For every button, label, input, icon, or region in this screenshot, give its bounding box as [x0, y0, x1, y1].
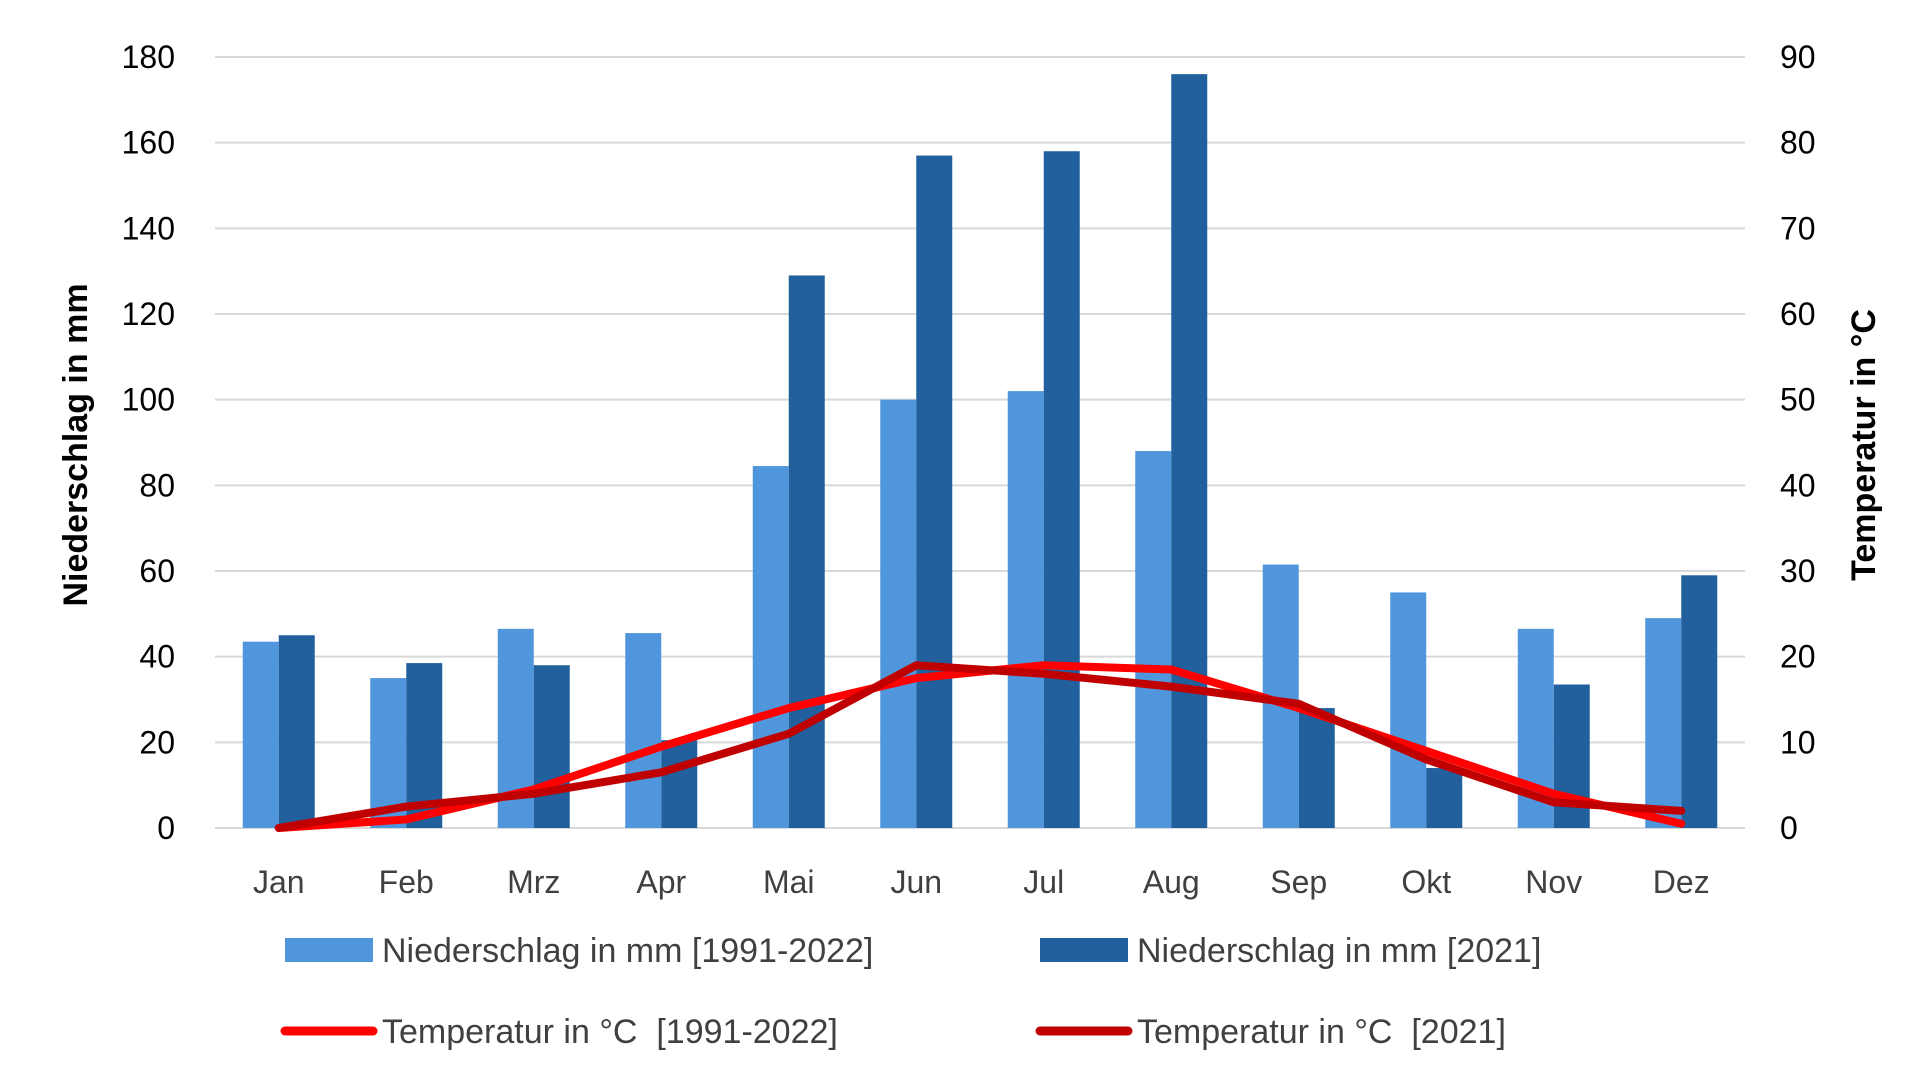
temperature-lines	[274, 661, 1686, 832]
legend: Niederschlag in mm [1991-2022] Niedersch…	[280, 932, 1541, 1051]
bar-precip-2021	[1171, 74, 1208, 829]
gridlines	[215, 56, 1745, 829]
y-tick-label-left: 20	[139, 724, 175, 760]
bar-precip-2021	[278, 635, 315, 828]
y-tick-label-right: 20	[1780, 639, 1816, 675]
x-tick-label: Jul	[1023, 864, 1064, 900]
bar-precip-2021	[788, 275, 825, 828]
legend-swatch-precip-1991-2022	[285, 938, 373, 962]
bar-precip-2021	[1043, 151, 1080, 828]
legend-item-temp-2021: Temperatur in °C [2021]	[1035, 1013, 1506, 1051]
legend-label-temp-1991-2022: Temperatur in °C [1991-2022]	[382, 1013, 838, 1051]
bar-precip-2021	[661, 740, 698, 828]
y-tick-label-left: 80	[139, 467, 175, 503]
y-tick-label-right: 40	[1780, 467, 1816, 503]
legend-swatch-precip-2021	[1040, 938, 1128, 962]
x-tick-label: Okt	[1401, 864, 1451, 900]
legend-item-precip-1991-2022: Niederschlag in mm [1991-2022]	[285, 932, 873, 970]
y-tick-label-right: 80	[1780, 125, 1816, 161]
bar-precip-2021	[916, 155, 953, 828]
bar-precip-1991-2022	[242, 641, 279, 828]
bar-precip-2021	[1298, 708, 1335, 828]
y-tick-label-right: 70	[1780, 210, 1816, 246]
y-tick-label-right: 90	[1780, 39, 1816, 75]
y-tick-label-right: 10	[1780, 724, 1816, 760]
y-tick-label-left: 180	[122, 39, 175, 75]
bar-precip-2021	[533, 665, 570, 828]
bar-precip-1991-2022	[370, 678, 407, 828]
x-tick-label: Aug	[1143, 864, 1200, 900]
y-axis-title-right: Temperatur in °C	[1845, 309, 1883, 581]
x-tick-label: Jun	[890, 864, 942, 900]
bar-precip-1991-2022	[880, 399, 917, 828]
y-tick-label-right: 0	[1780, 810, 1798, 846]
legend-label-precip-2021: Niederschlag in mm [2021]	[1137, 932, 1541, 970]
bar-precip-1991-2022	[1390, 592, 1427, 828]
y-tick-label-left: 120	[122, 296, 175, 332]
y-tick-label-left: 140	[122, 210, 175, 246]
legend-label-precip-1991-2022: Niederschlag in mm [1991-2022]	[382, 932, 873, 970]
bar-precip-1991-2022	[752, 466, 789, 828]
bar-precip-1991-2022	[625, 633, 662, 828]
legend-label-temp-2021: Temperatur in °C [2021]	[1137, 1013, 1506, 1051]
y-tick-label-right: 30	[1780, 553, 1816, 589]
x-tick-label: Sep	[1270, 864, 1327, 900]
legend-item-temp-1991-2022: Temperatur in °C [1991-2022]	[280, 1013, 838, 1051]
y-tick-label-left: 0	[157, 810, 175, 846]
x-tick-label: Feb	[379, 864, 434, 900]
y-tick-label-left: 60	[139, 553, 175, 589]
y-tick-label-left: 160	[122, 125, 175, 161]
y-tick-label-left: 40	[139, 639, 175, 675]
line-temp-1991-2022	[274, 661, 1686, 832]
bar-precip-1991-2022	[1645, 618, 1682, 828]
bar-precip-2021	[1681, 575, 1718, 828]
bar-precip-1991-2022	[1135, 451, 1172, 828]
x-tick-label: Mrz	[507, 864, 560, 900]
bar-precip-2021	[1426, 768, 1463, 828]
bar-precip-1991-2022	[1007, 391, 1044, 828]
y-tick-label-left: 100	[122, 382, 175, 418]
x-tick-label: Nov	[1525, 864, 1582, 900]
x-tick-label: Apr	[636, 864, 686, 900]
y-axis-title-left: Niederschlag in mm	[57, 283, 95, 606]
y-tick-label-right: 50	[1780, 382, 1816, 418]
x-tick-label: Mai	[763, 864, 815, 900]
line-temp-2021	[274, 661, 1686, 832]
tick-labels: 0 20 40 60 80 100 120 140 160 180 0 10 20 30 40 50 60 70 8…	[122, 39, 1816, 900]
x-tick-label: Jan	[253, 864, 305, 900]
y-tick-label-right: 60	[1780, 296, 1816, 332]
legend-item-precip-2021: Niederschlag in mm [2021]	[1040, 932, 1541, 970]
bars	[242, 74, 1718, 829]
x-tick-label: Dez	[1653, 864, 1710, 900]
